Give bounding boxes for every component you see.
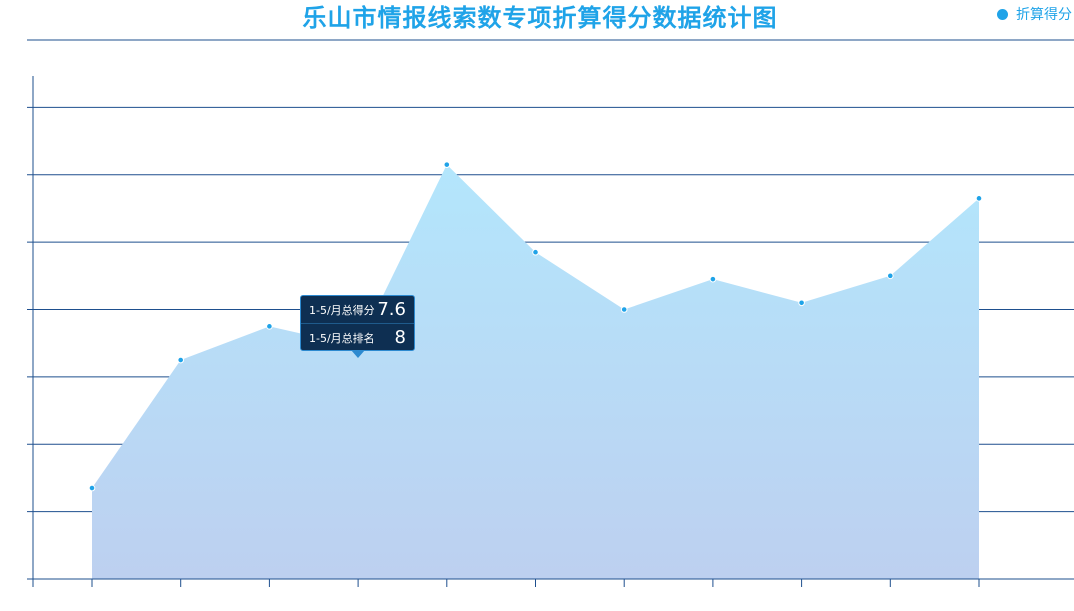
legend-label: 折算得分 (1016, 7, 1072, 23)
tooltip-rank-label: 1-5/月总排名 (309, 331, 375, 345)
tooltip-row-rank: 1-5/月总排名 8 (301, 323, 414, 351)
tooltip-score-label: 1-5/月总得分 (309, 303, 375, 317)
data-point (975, 195, 983, 202)
data-point (443, 161, 451, 168)
tooltip-score-value: 7.6 (377, 299, 406, 320)
data-point (532, 248, 539, 256)
legend-dot-icon (997, 8, 1008, 20)
axes (27, 76, 1074, 587)
tooltip-pointer (351, 350, 365, 358)
tooltip-row-score: 1-5/月总得分 7.6 (301, 296, 414, 323)
data-point (798, 299, 805, 307)
data-point (266, 323, 273, 330)
data-point (887, 272, 894, 280)
tooltip-rank-value: 8 (394, 327, 406, 348)
series-area (92, 164, 979, 580)
chart-title: 乐山市情报线索数专项折算得分数据统计图 (302, 4, 778, 32)
legend[interactable]: 折算得分 (997, 4, 1072, 24)
data-point (177, 356, 184, 364)
data-point (709, 275, 717, 283)
tooltip: 1-5/月总得分 7.6 1-5/月总排名 8 (300, 295, 415, 358)
data-point (620, 306, 628, 313)
data-point (88, 484, 96, 492)
